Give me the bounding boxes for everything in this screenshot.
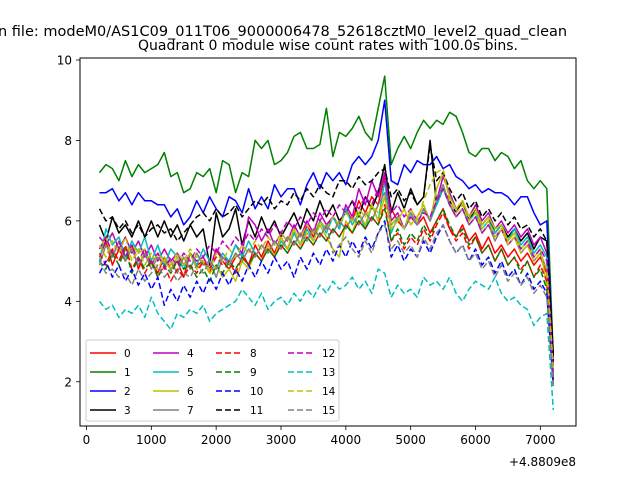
series-line-9 [98,208,555,386]
y-tick-label: 6 [64,214,72,228]
legend-label-5: 5 [187,367,194,379]
legend-label-14: 14 [322,386,336,398]
x-tick-label: 0 [83,433,91,447]
chart-title: Quadrant 0 module wise count rates with … [138,38,518,54]
legend-label-11: 11 [250,405,263,417]
x-tick-label: 7000 [525,433,556,447]
y-axis: 2 4 6 8 10 [57,54,80,389]
x-tick-label: 5000 [395,433,426,447]
legend-label-13: 13 [322,367,335,379]
legend-label-4: 4 [187,348,194,360]
legend-label-6: 6 [187,386,194,398]
legend-label-7: 7 [187,405,194,417]
x-offset-label: +4.8809e8 [509,455,576,469]
y-tick-label: 8 [64,134,72,148]
legend-label-0: 0 [124,348,131,360]
legend-label-9: 9 [250,367,257,379]
legend-label-12: 12 [322,348,335,360]
series-lines [98,75,555,410]
y-tick-label: 4 [64,295,72,309]
x-axis: 0 1000 2000 3000 4000 5000 6000 7000 [83,426,556,447]
figure-suptitle: n file: modeM0/AS1C09_011T06_9000006478_… [0,24,567,40]
series-line-15 [98,224,555,386]
legend-label-8: 8 [250,348,257,360]
legend-label-1: 1 [124,367,131,379]
x-tick-label: 6000 [460,433,491,447]
legend-box [85,339,340,422]
x-tick-label: 1000 [136,433,167,447]
series-line-10 [98,220,555,386]
series-line-2 [99,99,555,358]
series-line-14 [98,167,555,370]
legend-label-15: 15 [322,405,335,417]
x-tick-label: 2000 [201,433,232,447]
series-line-11 [98,143,555,362]
axes-frame [79,57,577,427]
legend-label-3: 3 [124,405,131,417]
legend-label-2: 2 [124,386,131,398]
legend-label-10: 10 [250,386,263,398]
series-line-12 [98,179,555,378]
series-line-13 [98,268,555,410]
y-tick-label: 10 [57,54,72,68]
x-tick-label: 3000 [266,433,297,447]
series-line-1 [98,75,555,358]
series-line-6 [98,171,555,374]
y-tick-label: 2 [64,375,72,389]
x-tick-label: 4000 [331,433,362,447]
